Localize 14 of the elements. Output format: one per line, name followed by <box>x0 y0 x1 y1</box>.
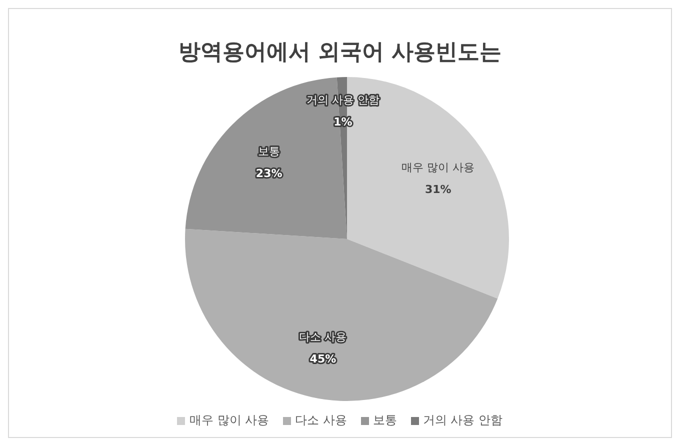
pie-slice <box>185 228 498 401</box>
slice-label: 다소 사용 <box>299 330 347 344</box>
legend-label: 다소 사용 <box>295 412 347 429</box>
slice-label: 거의 사용 안함 <box>306 93 380 106</box>
data-label: 31% <box>424 183 452 196</box>
chart-title: 방역용어에서 외국어 사용빈도는 <box>177 39 503 67</box>
data-label: 23% <box>256 167 282 180</box>
legend-label: 보통 <box>372 412 397 429</box>
data-label: 1% <box>334 115 352 128</box>
legend-label: 거의 사용 안함 <box>422 412 503 429</box>
slice-label: 보통 <box>258 145 280 158</box>
legend-label: 매우 많이 사용 <box>189 412 270 429</box>
slice-label: 매우 많이 사용 <box>402 161 475 174</box>
data-label: 45% <box>310 352 336 366</box>
